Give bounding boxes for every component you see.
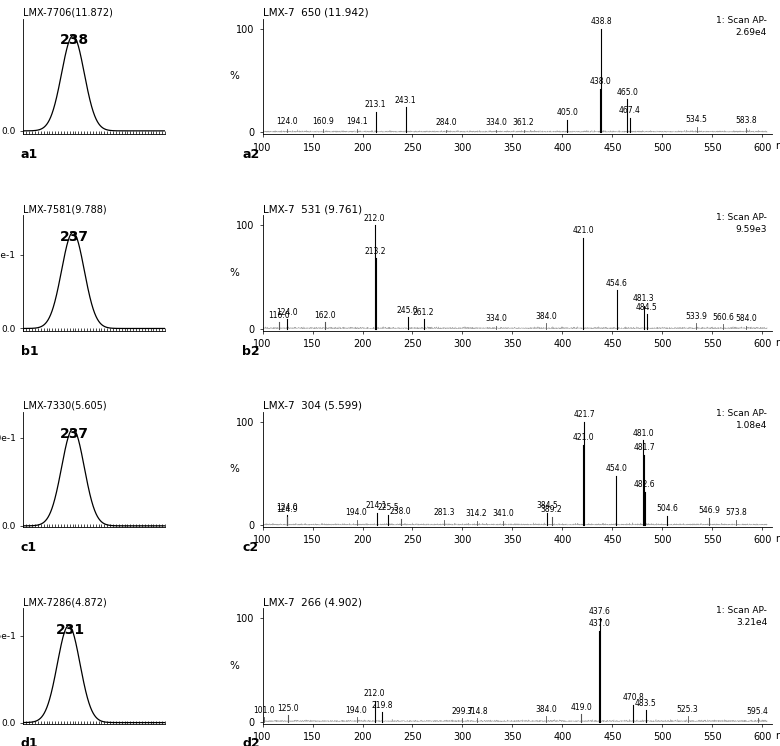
Text: 225.5: 225.5 xyxy=(378,504,399,513)
Text: 194.0: 194.0 xyxy=(346,508,367,517)
Text: a1: a1 xyxy=(20,148,37,161)
Text: 482.6: 482.6 xyxy=(634,480,656,489)
Text: 212.0: 212.0 xyxy=(363,214,385,223)
Text: LMX-7  531 (9.761): LMX-7 531 (9.761) xyxy=(263,204,362,214)
Text: 243.1: 243.1 xyxy=(395,95,417,104)
Text: c2: c2 xyxy=(243,541,258,554)
Text: m/z: m/z xyxy=(775,534,780,544)
Text: LMX-7  304 (5.599): LMX-7 304 (5.599) xyxy=(263,401,362,411)
Text: m/z: m/z xyxy=(775,730,780,741)
Text: 437.0: 437.0 xyxy=(588,619,610,628)
Text: 214.1: 214.1 xyxy=(366,501,388,510)
Text: d2: d2 xyxy=(243,738,260,746)
Text: 481.7: 481.7 xyxy=(633,443,655,452)
Text: 162.0: 162.0 xyxy=(314,311,335,320)
Text: 470.8: 470.8 xyxy=(622,694,644,703)
Text: 213.2: 213.2 xyxy=(365,247,386,256)
Text: 583.8: 583.8 xyxy=(736,116,757,125)
Text: 237: 237 xyxy=(60,230,89,244)
Text: 481.0: 481.0 xyxy=(633,429,654,438)
Text: 525.3: 525.3 xyxy=(677,705,698,714)
Text: LMX-7  266 (4.902): LMX-7 266 (4.902) xyxy=(263,598,362,607)
Text: 124.0: 124.0 xyxy=(276,117,297,126)
Text: 238: 238 xyxy=(60,33,89,47)
Text: c1: c1 xyxy=(20,541,37,554)
Text: 194.0: 194.0 xyxy=(346,706,367,715)
Text: 437.6: 437.6 xyxy=(589,606,611,615)
Text: %: % xyxy=(230,268,239,278)
Text: 231: 231 xyxy=(55,623,85,637)
Text: b1: b1 xyxy=(20,345,38,357)
Text: 361.2: 361.2 xyxy=(512,118,534,127)
Text: 560.6: 560.6 xyxy=(712,313,734,322)
Text: 194.1: 194.1 xyxy=(346,117,367,126)
Text: 334.0: 334.0 xyxy=(485,118,507,127)
Text: 467.4: 467.4 xyxy=(619,106,640,115)
Text: 484.5: 484.5 xyxy=(636,303,658,312)
Text: 245.0: 245.0 xyxy=(396,306,418,315)
Text: 546.9: 546.9 xyxy=(698,507,720,515)
Text: LMX-7330(5.605): LMX-7330(5.605) xyxy=(23,401,107,411)
Text: m/z: m/z xyxy=(775,338,780,348)
Text: 334.0: 334.0 xyxy=(485,314,507,323)
Text: %: % xyxy=(230,464,239,474)
Text: 421.7: 421.7 xyxy=(573,410,595,419)
Text: 160.9: 160.9 xyxy=(313,117,335,127)
Text: 533.9: 533.9 xyxy=(685,312,707,321)
Text: 212.0: 212.0 xyxy=(363,689,385,698)
Text: d1: d1 xyxy=(20,738,38,746)
Text: 438.0: 438.0 xyxy=(590,78,612,87)
Text: 504.6: 504.6 xyxy=(656,504,678,513)
Text: 384.5: 384.5 xyxy=(536,501,558,510)
Text: 481.3: 481.3 xyxy=(633,295,654,304)
Text: 124.0: 124.0 xyxy=(276,308,297,317)
Text: LMX-7286(4.872): LMX-7286(4.872) xyxy=(23,598,107,607)
Text: 384.0: 384.0 xyxy=(536,705,557,714)
Text: 261.2: 261.2 xyxy=(413,308,434,317)
Text: %: % xyxy=(230,72,239,81)
Text: 1: Scan AP-
9.59e3: 1: Scan AP- 9.59e3 xyxy=(716,213,767,233)
Text: 421.0: 421.0 xyxy=(573,433,594,442)
Text: 314.2: 314.2 xyxy=(466,510,488,518)
Text: LMX-7581(9.788): LMX-7581(9.788) xyxy=(23,204,107,214)
Text: b2: b2 xyxy=(243,345,260,357)
Text: 534.5: 534.5 xyxy=(686,116,707,125)
Text: 124.0: 124.0 xyxy=(276,504,297,513)
Text: 1: Scan AP-
3.21e4: 1: Scan AP- 3.21e4 xyxy=(716,606,767,627)
Text: 341.0: 341.0 xyxy=(492,510,514,518)
Text: 1: Scan AP-
2.69e4: 1: Scan AP- 2.69e4 xyxy=(716,16,767,37)
Text: 125.0: 125.0 xyxy=(277,703,299,712)
Text: 389.2: 389.2 xyxy=(541,505,562,514)
Text: 573.8: 573.8 xyxy=(725,508,747,517)
Text: 465.0: 465.0 xyxy=(616,87,638,96)
Text: 299.7: 299.7 xyxy=(452,707,473,716)
Text: 314.8: 314.8 xyxy=(466,707,488,716)
Text: 124.9: 124.9 xyxy=(277,505,298,514)
Text: a2: a2 xyxy=(243,148,260,161)
Text: 101.0: 101.0 xyxy=(253,706,275,715)
Text: 281.3: 281.3 xyxy=(433,508,455,517)
Text: 219.8: 219.8 xyxy=(371,700,393,709)
Text: 438.8: 438.8 xyxy=(590,17,612,26)
Text: LMX-7  650 (11.942): LMX-7 650 (11.942) xyxy=(263,8,368,18)
Text: 454.0: 454.0 xyxy=(605,464,627,473)
Text: 454.6: 454.6 xyxy=(606,279,628,288)
Text: 483.5: 483.5 xyxy=(635,698,657,708)
Text: 116.0: 116.0 xyxy=(268,311,289,320)
Text: 421.0: 421.0 xyxy=(573,226,594,235)
Text: 584.0: 584.0 xyxy=(736,314,757,323)
Text: LMX-7706(11.872): LMX-7706(11.872) xyxy=(23,8,113,18)
Text: m/z: m/z xyxy=(775,141,780,151)
Text: 238.0: 238.0 xyxy=(390,507,411,516)
Text: 237: 237 xyxy=(60,427,89,441)
Text: 405.0: 405.0 xyxy=(556,108,578,117)
Text: 595.4: 595.4 xyxy=(746,707,768,716)
Text: 1: Scan AP-
1.08e4: 1: Scan AP- 1.08e4 xyxy=(716,410,767,430)
Text: 213.1: 213.1 xyxy=(365,100,386,109)
Text: 284.0: 284.0 xyxy=(436,118,457,127)
Text: 419.0: 419.0 xyxy=(570,703,592,712)
Text: %: % xyxy=(230,661,239,671)
Text: 384.0: 384.0 xyxy=(536,312,557,321)
